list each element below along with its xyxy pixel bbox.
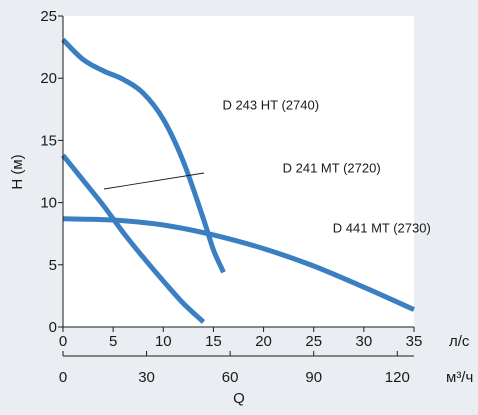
y-axis-title: H (м) — [9, 154, 26, 189]
secondary-x-tick-label: 90 — [305, 369, 322, 386]
x-ticks: 0 5 10 15 20 25 30 35 — [59, 327, 423, 350]
secondary-x-tick-label: 60 — [222, 369, 239, 386]
series-line-d-241-mt-2720 — [61, 153, 206, 324]
x-unit-primary: л/с — [449, 333, 470, 350]
d241-leader-line — [103, 172, 205, 190]
secondary-x-tick-label: 30 — [138, 369, 155, 386]
series-line-d-243-ht-2740 — [61, 37, 226, 274]
y-ticks: 0 5 10 15 20 25 — [40, 8, 63, 336]
y-tick-label: 5 — [49, 257, 57, 274]
secondary-x-ticks: 0 30 60 90 120 — [59, 351, 410, 386]
curve-label-d-441-mt-2730: D 441 MT (2730) — [333, 220, 431, 235]
x-tick-label: 25 — [305, 333, 322, 350]
y-tick-label: 20 — [40, 70, 57, 87]
curve-label-d-243-ht-2740: D 243 HT (2740) — [222, 97, 319, 112]
y-tick-label: 25 — [40, 8, 57, 25]
x-tick-label: 5 — [109, 333, 117, 350]
x-tick-label: 35 — [406, 333, 423, 350]
series-line-d-441-mt-2730 — [62, 216, 416, 312]
x-tick-label: 0 — [59, 333, 67, 350]
x-unit-secondary: м³/ч — [446, 369, 473, 386]
annotations: D 243 HT (2740) D 241 MT (2720) D 441 MT (… — [103, 97, 431, 235]
plot-background — [63, 16, 414, 327]
y-tick-label: 10 — [40, 195, 57, 212]
y-tick-label: 0 — [49, 319, 57, 336]
axes — [62, 16, 414, 357]
secondary-x-tick-label: 0 — [59, 369, 67, 386]
x-tick-label: 20 — [255, 333, 272, 350]
secondary-x-tick-label: 120 — [385, 369, 410, 386]
curve-label-d-241-mt-2720: D 241 MT (2720) — [283, 161, 381, 176]
y-tick-label: 15 — [40, 132, 57, 149]
x-tick-label: 15 — [205, 333, 222, 350]
x-tick-label: 30 — [356, 333, 373, 350]
x-tick-label: 10 — [155, 333, 172, 350]
curves — [61, 37, 416, 324]
x-axis-title: Q — [233, 390, 245, 407]
